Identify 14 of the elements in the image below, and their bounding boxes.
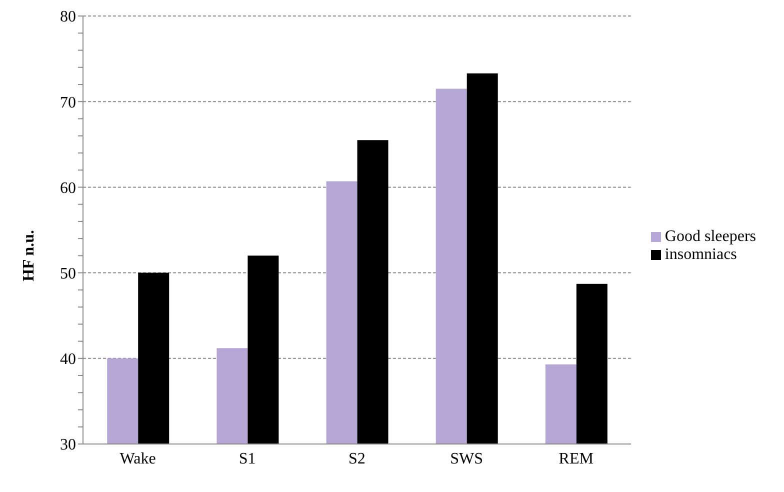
x-tick-label: REM xyxy=(558,450,594,468)
x-tick-label: S1 xyxy=(238,450,256,468)
y-tick-label: 50 xyxy=(60,265,76,282)
y-tick-label: 70 xyxy=(60,94,76,112)
legend-label: Good sleepers xyxy=(664,228,756,245)
y-tick-label: 60 xyxy=(60,180,76,197)
y-tick-label: 40 xyxy=(60,351,76,368)
x-tick-label: Wake xyxy=(120,450,156,468)
legend-label: insomniacs xyxy=(664,246,737,263)
x-tick-label: S2 xyxy=(348,450,366,468)
x-tick-label: SWS xyxy=(450,450,483,468)
y-axis-title: HF n.u. xyxy=(20,230,38,282)
y-tick-label: 30 xyxy=(60,436,76,454)
y-tick-label: 80 xyxy=(60,8,76,26)
